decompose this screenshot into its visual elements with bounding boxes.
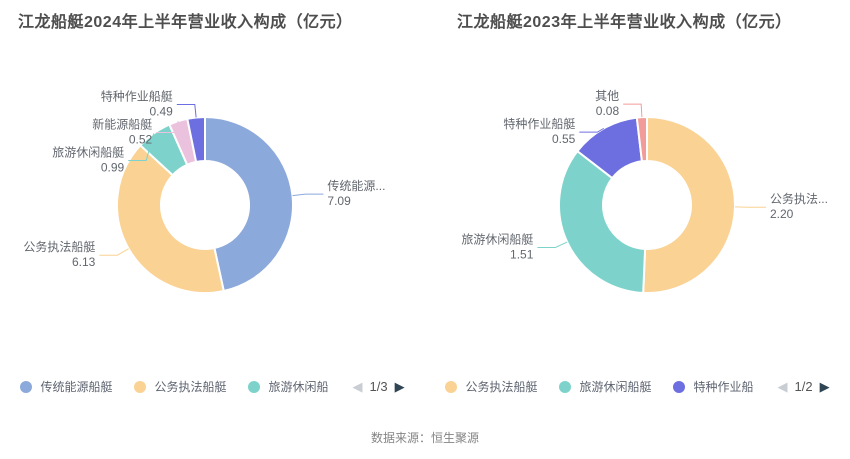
legend-dot-icon <box>673 380 686 393</box>
legend-page-indicator: 1/3 <box>369 379 388 394</box>
legend-item[interactable]: 传统能源船艇 <box>20 378 112 395</box>
slice-label: 其他 0.08 <box>595 89 619 118</box>
legend-item[interactable]: 公务执法船艇 <box>445 378 537 395</box>
slice-label: 旅游休闲船艇 0.99 <box>52 146 124 175</box>
charts-row: 江龙船艇2024年上半年营业收入构成（亿元） 传统能源... 7.09 公务执法船艇… <box>0 0 850 415</box>
legend-pager: ◀ 1/3 ▶ <box>352 379 404 394</box>
legend-item[interactable]: 旅游休闲船 <box>248 378 328 395</box>
slice-label: 传统能源... 7.09 <box>327 178 385 208</box>
chart-title-2023: 江龙船艇2023年上半年营业收入构成（亿元） <box>457 14 792 31</box>
data-source: 数据来源：恒生聚源 <box>370 431 479 445</box>
legend-2024: 传统能源船艇 公务执法船艇 旅游休闲船 ◀ 1/3 ▶ <box>0 378 425 395</box>
pie-slice[interactable] <box>642 115 736 294</box>
slice-label: 公务执法... 2.20 <box>770 191 828 221</box>
legend-page-indicator: 1/2 <box>794 379 813 394</box>
legend-prev-icon[interactable]: ◀ <box>777 379 788 394</box>
legend-dot-icon <box>559 380 572 393</box>
label-leader-line <box>292 193 324 197</box>
legend-item-label: 特种作业船 <box>693 380 754 394</box>
label-leader-line <box>623 103 643 118</box>
legend-item[interactable]: 公务执法船艇 <box>134 378 226 395</box>
legend-item-label: 传统能源船艇 <box>40 380 113 394</box>
legend-dot-icon <box>248 380 261 393</box>
slice-label: 新能源船艇 0.52 <box>92 117 152 147</box>
legend-item[interactable]: 特种作业船 <box>673 378 753 395</box>
slice-label: 公务执法船艇 6.13 <box>23 239 95 269</box>
pie-slice[interactable] <box>204 115 294 293</box>
legend-item-label: 旅游休闲船 <box>268 380 329 394</box>
legend-next-icon[interactable]: ▶ <box>394 379 405 394</box>
label-leader-line <box>99 248 129 256</box>
chart-panel-2024: 江龙船艇2024年上半年营业收入构成（亿元） 传统能源... 7.09 公务执法船艇… <box>0 0 425 415</box>
donut-chart-2023: 公务执法... 2.20 旅游休闲船艇 1.51 特种作业船艇 0.55 其他 0.08 <box>461 89 828 294</box>
slice-label: 旅游休闲船艇 1.51 <box>461 233 533 262</box>
label-leader-line <box>128 133 155 162</box>
chart-title-2024: 江龙船艇2024年上半年营业收入构成（亿元） <box>18 14 353 31</box>
pie-slice[interactable] <box>558 149 647 294</box>
label-leader-line <box>537 241 568 249</box>
legend-dot-icon <box>134 380 147 393</box>
legend-prev-icon[interactable]: ◀ <box>352 379 363 394</box>
label-leader-line <box>176 104 197 118</box>
label-leader-line <box>156 121 179 134</box>
label-leader-line <box>579 127 604 133</box>
legend-dot-icon <box>20 380 33 393</box>
slice-label: 特种作业船艇 0.49 <box>101 89 173 119</box>
legend-pager: ◀ 1/2 ▶ <box>777 379 829 394</box>
slice-label: 特种作业船艇 0.55 <box>503 116 575 146</box>
legend-2023: 公务执法船艇 旅游休闲船艇 特种作业船 ◀ 1/2 ▶ <box>425 378 850 395</box>
legend-item-label: 旅游休闲船艇 <box>579 380 652 394</box>
legend-dot-icon <box>445 380 458 393</box>
chart-panel-2023: 江龙船艇2023年上半年营业收入构成（亿元） 公务执法... 2.20 旅游休闲船艇… <box>425 0 850 415</box>
pie-slice[interactable] <box>116 143 225 294</box>
legend-item-label: 公务执法船艇 <box>465 380 538 394</box>
legend-item[interactable]: 旅游休闲船艇 <box>559 378 651 395</box>
legend-next-icon[interactable]: ▶ <box>819 379 830 394</box>
pie-slice[interactable] <box>186 115 206 164</box>
legend-item-label: 公务执法船艇 <box>154 380 227 394</box>
pie-slice[interactable] <box>635 115 648 163</box>
